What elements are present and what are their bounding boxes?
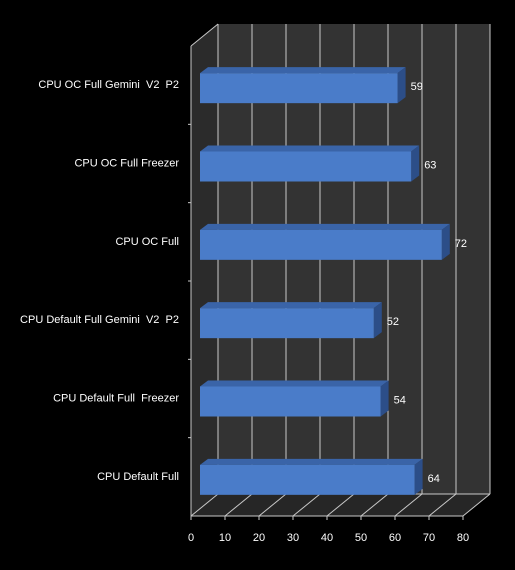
bar — [200, 458, 423, 495]
category-label: CPU OC Full Gemini V2 P2 — [38, 79, 179, 91]
bar-top — [200, 67, 406, 74]
data-label: 63 — [424, 160, 436, 172]
data-label: 64 — [428, 473, 440, 485]
floor-gridline — [326, 493, 355, 517]
floor-gridline — [360, 493, 389, 517]
x-tick-label: 50 — [355, 532, 367, 544]
bar-front — [200, 308, 374, 339]
data-label: 52 — [387, 316, 399, 328]
x-tick-labels: 0 10 20 30 40 50 60 70 80 — [188, 516, 469, 544]
bar-side — [380, 380, 389, 417]
floor-gridline — [190, 493, 219, 517]
bar-side — [397, 67, 406, 104]
bar-top — [200, 458, 423, 465]
category-label: CPU Default Full Freezer — [53, 393, 179, 405]
floor-gridline — [462, 493, 491, 517]
bar — [200, 223, 450, 260]
x-tick-label: 20 — [253, 532, 265, 544]
bar-top — [200, 380, 389, 387]
floor-gridline — [394, 493, 423, 517]
bars — [200, 67, 450, 495]
bar-front — [200, 229, 442, 260]
x-tick-label: 30 — [287, 532, 299, 544]
category-label: CPU Default Full Gemini V2 P2 — [20, 314, 179, 326]
x-tick-label: 10 — [219, 532, 231, 544]
data-label: 72 — [455, 238, 467, 250]
bar-front — [200, 73, 398, 104]
floor-gridline — [224, 493, 253, 517]
bar — [200, 145, 420, 182]
bar-top — [200, 223, 450, 230]
bar-side — [411, 145, 420, 182]
floor-gridline — [428, 493, 457, 517]
bar-top — [200, 145, 420, 152]
category-label: CPU OC Full — [115, 236, 179, 248]
floor-gridline — [258, 493, 287, 517]
wall-top-edge — [190, 23, 219, 47]
x-tick-label: 0 — [188, 532, 194, 544]
category-label: CPU Default Full — [97, 471, 179, 483]
bar-front — [200, 464, 415, 495]
category-labels: CPU OC Full Gemini V2 P2 CPU OC Full Free… — [20, 79, 179, 483]
value-labels: 59 63 72 52 54 64 — [387, 81, 467, 485]
x-tick-label: 40 — [321, 532, 333, 544]
x-tick-label: 80 — [457, 532, 469, 544]
category-label: CPU OC Full Freezer — [74, 158, 179, 170]
bar-front — [200, 386, 381, 417]
bar-side — [373, 302, 382, 339]
x-tick-label: 70 — [423, 532, 435, 544]
bar-side — [441, 223, 450, 260]
data-label: 59 — [411, 81, 423, 93]
floor-gridline — [292, 493, 321, 517]
bar — [200, 67, 406, 104]
x-tick-label: 60 — [389, 532, 401, 544]
bar-top — [200, 302, 382, 309]
data-label: 54 — [394, 395, 406, 407]
bar — [200, 380, 389, 417]
bar-front — [200, 151, 412, 182]
bar-side — [414, 458, 423, 495]
bar — [200, 302, 382, 339]
